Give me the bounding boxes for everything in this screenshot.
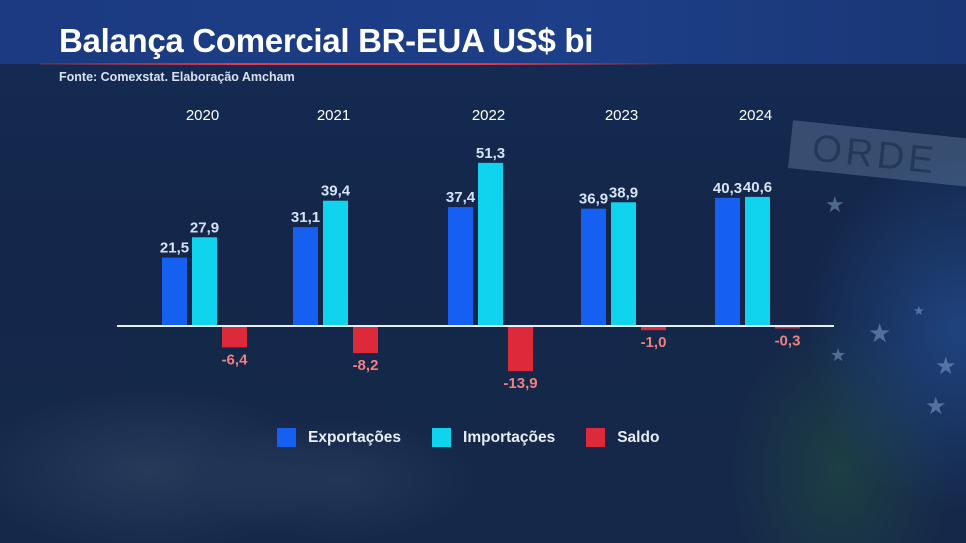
bar-exports-2022 (448, 207, 473, 326)
legend: Exportações Importações Saldo (277, 428, 690, 447)
value-label-imports-2022: 51,3 (476, 145, 505, 162)
legend-item-balance: Saldo (586, 428, 659, 447)
value-label-imports-2020: 27,9 (190, 219, 219, 236)
title-band (0, 0, 966, 64)
value-label-imports-2024: 40,6 (743, 179, 772, 196)
bar-exports-2021 (293, 227, 318, 326)
star-icon: ★ (868, 318, 892, 348)
legend-swatch-exports (277, 428, 296, 447)
legend-item-imports: Importações (432, 428, 555, 447)
bar-balance-2023 (641, 327, 666, 331)
title-underline (40, 63, 680, 65)
category-label-2024: 2024 (739, 107, 772, 124)
value-label-balance-2022: -13,9 (503, 375, 537, 392)
value-label-balance-2024: -0,3 (775, 333, 801, 350)
source-note: Fonte: Comexstat. Elaboração Amcham (59, 70, 295, 84)
bar-imports-2020 (192, 237, 217, 326)
chart-title: Balança Comercial BR-EUA US$ bi (59, 22, 594, 59)
value-label-exports-2020: 21,5 (160, 240, 189, 257)
value-label-imports-2023: 38,9 (609, 184, 638, 201)
value-label-balance-2020: -6,4 (222, 351, 249, 368)
category-label-2022: 2022 (472, 107, 505, 124)
bar-imports-2021 (323, 200, 348, 326)
category-label-2023: 2023 (605, 107, 638, 124)
value-label-exports-2023: 36,9 (579, 191, 608, 208)
bar-balance-2020 (222, 327, 247, 348)
legend-label-balance: Saldo (617, 428, 660, 446)
star-icon: ★ (925, 393, 947, 420)
bar-imports-2022 (478, 162, 503, 326)
legend-swatch-balance (586, 428, 606, 447)
bar-exports-2020 (162, 257, 187, 326)
bar-balance-2022 (508, 327, 533, 372)
star-icon: ★ (830, 345, 847, 365)
star-icon: ★ (825, 192, 845, 217)
value-label-exports-2024: 40,3 (713, 180, 742, 197)
star-icon: ★ (935, 353, 957, 380)
value-label-balance-2021: -8,2 (353, 357, 379, 374)
value-label-exports-2022: 37,4 (446, 189, 476, 206)
bar-imports-2024 (745, 196, 770, 326)
category-label-2021: 2021 (317, 107, 350, 124)
legend-item-exports: Exportações (277, 428, 401, 447)
legend-label-imports: Importações (463, 428, 556, 446)
legend-swatch-imports (432, 428, 452, 447)
bar-balance-2021 (353, 327, 378, 354)
bar-exports-2024 (715, 197, 740, 326)
bar-exports-2023 (581, 208, 606, 326)
category-label-2020: 2020 (186, 107, 219, 124)
value-label-exports-2021: 31,1 (291, 209, 320, 226)
bar-balance-2024 (775, 327, 800, 329)
bar-imports-2023 (611, 202, 636, 326)
legend-label-exports: Exportações (308, 428, 402, 446)
star-icon: ★ (913, 303, 925, 318)
value-label-balance-2023: -1,0 (641, 334, 667, 351)
value-label-imports-2021: 39,4 (321, 183, 351, 200)
